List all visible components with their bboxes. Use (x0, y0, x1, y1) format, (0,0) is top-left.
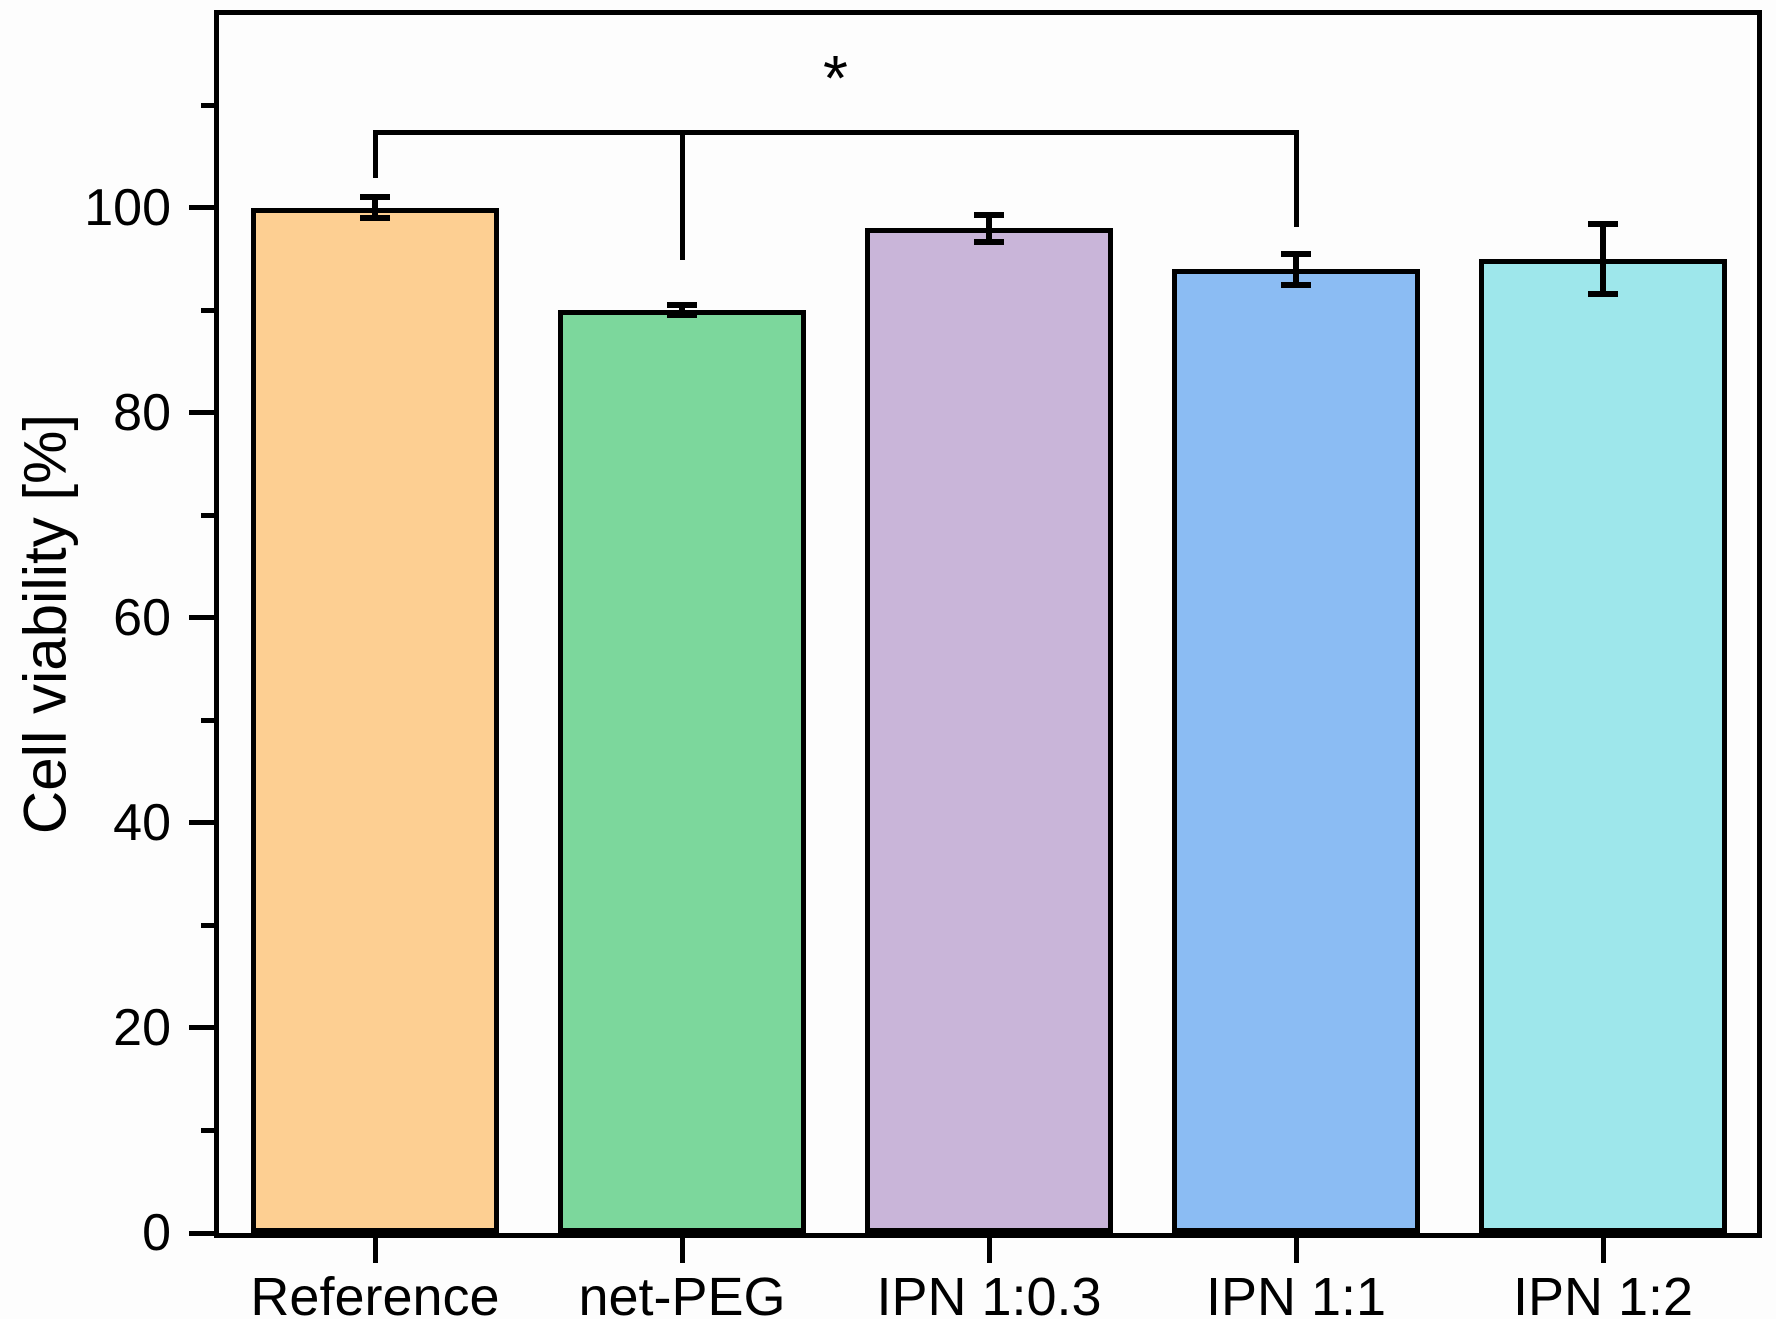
significance-star: * (823, 41, 848, 114)
error-cap-bottom-ipn-1-1 (1281, 281, 1311, 288)
bar-ipn-1-2 (1479, 259, 1727, 1233)
error-cap-bottom-ipn-1-0-3 (974, 238, 1004, 245)
error-bar-ipn-1-2 (1600, 224, 1606, 294)
error-cap-top-ipn-1-1 (1281, 250, 1311, 257)
y-tick-label-80: 80 (113, 383, 171, 442)
x-tick-net-peg (679, 1238, 685, 1263)
y-minor-tick-90 (201, 307, 214, 313)
error-cap-top-net-peg (667, 302, 697, 309)
x-tick-ipn-1-1 (1293, 1238, 1299, 1263)
y-tick-0 (189, 1230, 214, 1236)
significance-drop-ipn-1-1 (1293, 130, 1299, 227)
x-tick-reference (372, 1238, 378, 1263)
y-tick-40 (189, 820, 214, 826)
y-tick-label-40: 40 (113, 793, 171, 852)
error-cap-top-reference (360, 194, 390, 201)
error-bar-net-peg (679, 305, 685, 316)
y-tick-60 (189, 615, 214, 621)
y-minor-tick-70 (201, 512, 214, 518)
significance-drop-reference (372, 130, 378, 178)
bar-ipn-1-1 (1172, 269, 1420, 1233)
y-minor-tick-10 (201, 1127, 214, 1133)
bar-ipn-1-0-3 (865, 228, 1113, 1233)
y-tick-label-20: 20 (113, 998, 171, 1057)
x-label-net-peg: net-PEG (578, 1267, 786, 1319)
y-tick-label-60: 60 (113, 588, 171, 647)
x-label-reference: Reference (250, 1267, 500, 1319)
plot-area: Reference net-PEG IPN 1:0.3 IPN 1:1 IPN 1:2 0… (84, 10, 1762, 1319)
y-minor-tick-30 (201, 922, 214, 928)
y-tick-label-0: 0 (142, 1204, 171, 1262)
x-label-ipn-1-0-3: IPN 1:0.3 (876, 1267, 1102, 1319)
error-cap-top-ipn-1-2 (1588, 221, 1618, 228)
bar-net-peg (558, 310, 806, 1233)
error-bar-ipn-1-0-3 (986, 214, 992, 242)
x-tick-ipn-1-0-3 (986, 1238, 992, 1263)
y-tick-20 (189, 1025, 214, 1031)
y-tick-100 (189, 205, 214, 211)
significance-drop-net-peg (679, 130, 685, 260)
error-cap-bottom-net-peg (667, 312, 697, 319)
error-bar-reference (372, 197, 378, 218)
x-tick-ipn-1-2 (1600, 1238, 1606, 1263)
x-label-ipn-1-2: IPN 1:2 (1512, 1267, 1694, 1319)
error-cap-bottom-reference (360, 215, 390, 221)
y-tick-label-100: 100 (84, 178, 171, 237)
y-minor-tick-110 (201, 102, 214, 108)
error-cap-top-ipn-1-0-3 (974, 211, 1004, 218)
error-bar-ipn-1-1 (1293, 253, 1299, 285)
y-tick-80 (189, 410, 214, 416)
error-cap-bottom-ipn-1-2 (1588, 290, 1618, 297)
bar-reference (251, 207, 499, 1233)
x-label-ipn-1-1: IPN 1:1 (1205, 1267, 1387, 1319)
y-minor-tick-50 (201, 717, 214, 723)
significance-bracket (375, 130, 1296, 135)
